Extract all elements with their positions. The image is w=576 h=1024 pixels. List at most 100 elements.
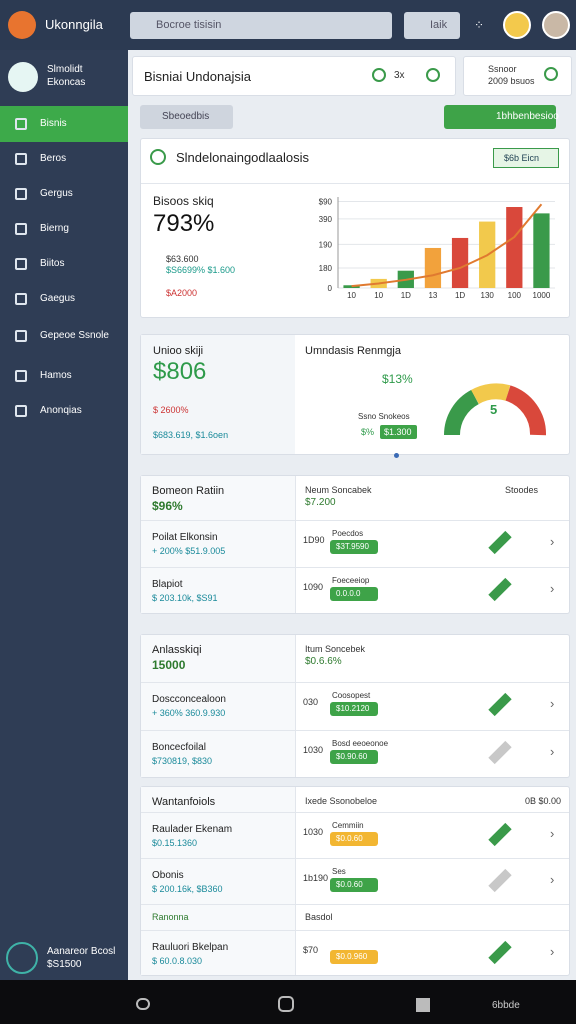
nav-icon: [15, 153, 27, 165]
section-divider: [295, 787, 296, 975]
stat-label: Bisoos skiq: [153, 194, 214, 208]
row-chevron[interactable]: ›: [550, 696, 555, 711]
recents-button[interactable]: [416, 998, 430, 1012]
section-action[interactable]: Stoodes: [505, 485, 539, 495]
nav-icon: [15, 405, 27, 417]
x-tick-label: 100: [508, 291, 522, 300]
metric-sub: Ssno Snokeos: [358, 412, 410, 421]
home-button[interactable]: [278, 996, 294, 1012]
bar: [424, 247, 442, 288]
nav-item[interactable]: Hamos: [40, 370, 72, 381]
row-chevron[interactable]: ›: [550, 872, 555, 887]
nav-icon: [15, 330, 27, 342]
refresh-icon[interactable]: [544, 67, 558, 81]
row-code: 1b190: [303, 873, 329, 883]
section-right-value: $0.6.6%: [305, 656, 342, 667]
row-pill: 0.0.0.0: [330, 587, 378, 601]
subhead: Basdol: [305, 912, 333, 922]
nav-item[interactable]: Anonqias: [40, 405, 82, 416]
header-stat: 3x: [394, 70, 405, 81]
row-label: Cemmiin: [332, 821, 364, 830]
bar: [533, 213, 550, 288]
row-value: + 360% 360.9.930: [152, 708, 226, 718]
section-title: Bomeon Ratiin: [152, 485, 225, 497]
row-code: 1090: [303, 582, 324, 592]
section-action[interactable]: 0B $0.00: [525, 796, 562, 806]
divider: [141, 183, 569, 184]
nav-icon: [15, 370, 27, 382]
row-code: $70: [303, 945, 319, 955]
nav-icon: [15, 258, 27, 270]
action-button[interactable]: 1bhbenbesioo: [444, 105, 559, 129]
footer-icon: [6, 942, 38, 974]
nav-icon: [15, 118, 27, 130]
x-tick-label: 1000: [533, 291, 551, 300]
header-card: [132, 56, 456, 96]
search-button[interactable]: Iaik: [404, 12, 460, 39]
section-right-title: Itum Soncebek: [305, 644, 366, 654]
row-label: Coosopest: [332, 691, 371, 700]
nav-item[interactable]: Biitos: [40, 258, 65, 269]
row-chevron[interactable]: ›: [550, 826, 555, 841]
bar: [506, 207, 523, 288]
row-code: 1030: [303, 745, 324, 755]
row-title: Poilat Elkonsin: [152, 532, 218, 543]
row-chevron[interactable]: ›: [550, 534, 555, 549]
nav-icon: [15, 293, 27, 305]
nav-item[interactable]: Beros: [40, 153, 67, 164]
row-divider: [141, 904, 569, 905]
stat-line: $63.600: [166, 254, 199, 264]
y-tick-label: 180: [319, 264, 333, 273]
avatar[interactable]: [542, 11, 570, 39]
metric-big: $806: [153, 358, 207, 385]
row-label: Ses: [332, 867, 346, 876]
metric-pct: $13%: [382, 372, 413, 386]
section-left-bg: [141, 787, 295, 975]
section-right-title: Ixede Ssonobeloe: [305, 796, 378, 806]
x-tick-label: 130: [481, 291, 495, 300]
apps-icon[interactable]: ⁘: [474, 18, 485, 32]
bar: [343, 285, 360, 288]
gauge-arc: [505, 385, 546, 436]
section-right-value: $7.200: [305, 497, 336, 508]
gauge-value: 5: [490, 402, 498, 417]
avatar[interactable]: [503, 11, 531, 39]
section-divider: [295, 635, 296, 777]
search-box[interactable]: Bocroe tisisin: [130, 12, 392, 39]
pager-dot[interactable]: [394, 453, 399, 458]
nav-item[interactable]: Bierng: [40, 223, 69, 234]
app-name: Ukonngila: [45, 17, 103, 32]
footer-line: $S1500: [47, 959, 82, 970]
y-tick-label: 390: [319, 215, 333, 224]
status-icon: [372, 68, 386, 82]
row-chevron[interactable]: ›: [550, 744, 555, 759]
nav-item[interactable]: Bisnis: [40, 118, 67, 129]
y-tick-label: $90: [319, 198, 333, 207]
row-chevron[interactable]: ›: [550, 581, 555, 596]
dropdown[interactable]: $6b Eicn: [493, 148, 559, 168]
stat-line: $S6699% $1.600: [166, 265, 236, 275]
row-divider: [141, 567, 569, 568]
row-value: $ 200.16k, $B360: [152, 884, 223, 894]
filter-box[interactable]: Sbeoedbis: [140, 105, 233, 129]
section-value: $96%: [152, 499, 183, 513]
section-value: 15000: [152, 658, 186, 672]
nav-item[interactable]: Gepeoe Ssnole: [40, 330, 109, 341]
metric-label: Unioo skiji: [153, 345, 204, 357]
system-nav: [0, 980, 576, 1024]
row-chevron[interactable]: ›: [550, 944, 555, 959]
app-logo[interactable]: [8, 11, 36, 39]
gauge: [444, 383, 546, 436]
side-line: 2009 bsuos: [488, 76, 535, 86]
status-text: 6bbde: [492, 1000, 520, 1011]
metric-line: $ 2600%: [153, 405, 189, 415]
nav-item[interactable]: Gergus: [40, 188, 73, 199]
row-pill: $0.0.60: [330, 878, 378, 892]
nav-item[interactable]: Gaegus: [40, 293, 76, 304]
row-code: 1D90: [303, 535, 325, 545]
row-title: Rauluori Bkelpan: [152, 942, 229, 953]
row-code: 1030: [303, 827, 324, 837]
section-left-bg: [141, 476, 295, 613]
back-button[interactable]: [136, 998, 150, 1010]
row-value: $ 60.0.8.030: [152, 956, 203, 966]
